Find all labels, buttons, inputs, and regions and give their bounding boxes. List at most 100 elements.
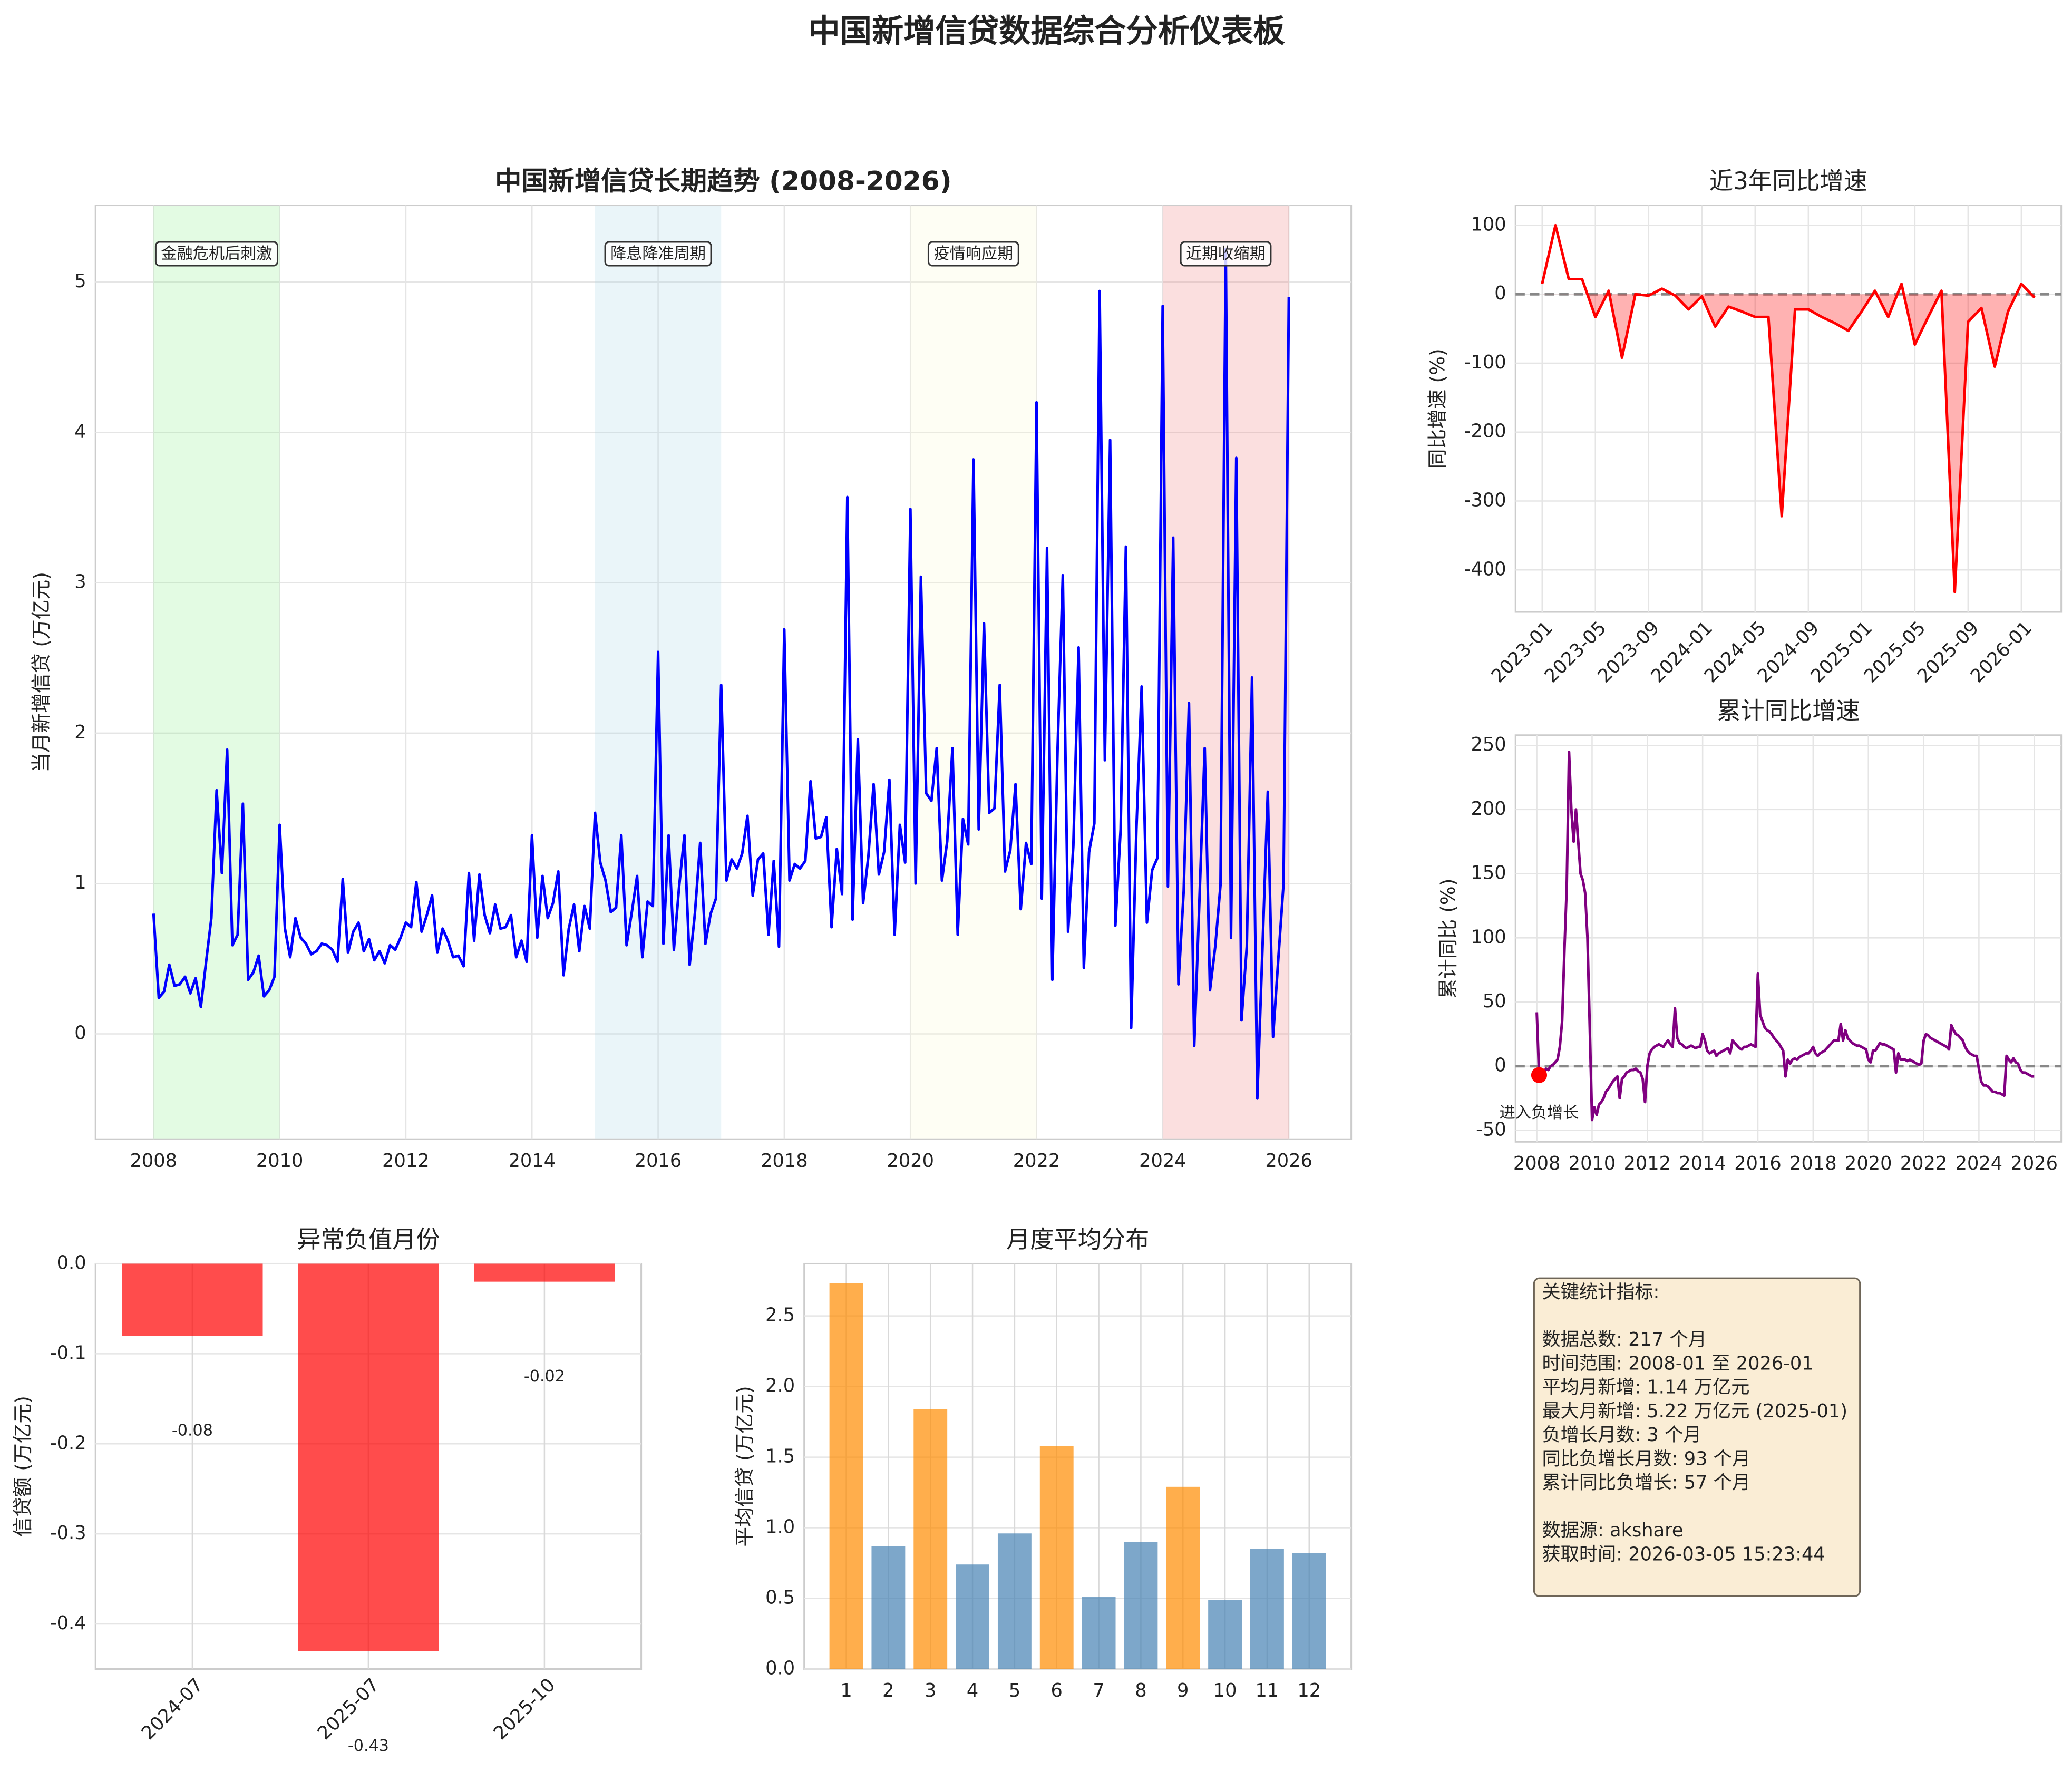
x-tick-label: 7 bbox=[1093, 1680, 1104, 1701]
bar bbox=[997, 1533, 1032, 1669]
y-tick-label: 3 bbox=[74, 571, 86, 593]
bar bbox=[1039, 1446, 1074, 1669]
chart-title: 月度平均分布 bbox=[1006, 1225, 1149, 1253]
x-tick-label: 3 bbox=[925, 1680, 936, 1701]
y-axis-label: 当月新增信贷 (万亿元) bbox=[30, 572, 53, 773]
line bbox=[152, 247, 1290, 1100]
chart-title: 异常负值月份 bbox=[297, 1225, 440, 1253]
x-tick-label: 10 bbox=[1213, 1680, 1237, 1701]
chart-title: 中国新增信贷长期趋势 (2008-2026) bbox=[495, 165, 952, 196]
region-label: 近期收缩期 bbox=[1180, 241, 1272, 267]
bar bbox=[1208, 1600, 1242, 1669]
y-tick-label: 50 bbox=[1483, 990, 1506, 1012]
stats-item: 累计同比负增长: 57 个月 bbox=[1542, 1472, 1751, 1494]
x-tick-label: 8 bbox=[1135, 1680, 1146, 1701]
y-tick-label: -50 bbox=[1476, 1118, 1506, 1140]
x-tick-label: 2018 bbox=[761, 1150, 808, 1172]
stats-source: 数据源: akshare bbox=[1542, 1520, 1684, 1541]
stats-heading: 关键统计指标: bbox=[1542, 1281, 1660, 1303]
y-tick-label: 2.5 bbox=[765, 1305, 795, 1326]
y-tick-label: 0.5 bbox=[765, 1587, 795, 1609]
y-tick-label: -0.1 bbox=[50, 1342, 86, 1364]
region-label-text: 金融危机后刺激 bbox=[161, 245, 272, 263]
y-tick-label: 200 bbox=[1471, 798, 1506, 820]
y-axis-label: 信贷额 (万亿元) bbox=[11, 1396, 34, 1537]
x-tick-label: 9 bbox=[1177, 1680, 1189, 1701]
y-tick-label: 1.5 bbox=[765, 1446, 795, 1467]
bar bbox=[298, 1263, 439, 1651]
y-axis-label: 平均信贷 (万亿元) bbox=[733, 1386, 756, 1546]
label-box bbox=[927, 241, 1019, 267]
x-tick-label: 2026 bbox=[1265, 1150, 1312, 1172]
plot-area bbox=[94, 205, 1353, 1140]
x-tick-label: 2014 bbox=[1679, 1153, 1726, 1174]
x-tick-label: 12 bbox=[1297, 1680, 1321, 1701]
region-label: 金融危机后刺激 bbox=[154, 241, 279, 267]
y-tick-label: 0 bbox=[74, 1023, 86, 1044]
x-tick-label: 2008 bbox=[130, 1150, 178, 1172]
shaded-region bbox=[910, 206, 1037, 1138]
label-box bbox=[1180, 241, 1272, 267]
bar bbox=[1166, 1486, 1200, 1669]
value-label: -0.02 bbox=[524, 1367, 565, 1386]
chart-title: 近3年同比增速 bbox=[1709, 167, 1867, 195]
x-tick-label: 6 bbox=[1051, 1680, 1063, 1701]
x-tick-label: 11 bbox=[1256, 1680, 1279, 1701]
x-tick-label: 4 bbox=[967, 1680, 978, 1701]
stats-item: 数据总数: 217 个月 bbox=[1542, 1329, 1707, 1350]
bar bbox=[829, 1283, 863, 1669]
y-tick-label: 1.0 bbox=[765, 1516, 795, 1538]
y-tick-label: -100 bbox=[1464, 352, 1506, 373]
stats-item: 平均月新增: 1.14 万亿元 bbox=[1542, 1377, 1750, 1398]
region-label: 疫情响应期 bbox=[927, 241, 1019, 267]
y-axis-label: 累计同比 (%) bbox=[1436, 879, 1460, 999]
dashboard-title: 中国新增信贷数据综合分析仪表板 bbox=[808, 13, 1285, 50]
annotation: 进入负增长 bbox=[1500, 1104, 1579, 1122]
x-tick-label: 2018 bbox=[1789, 1153, 1837, 1174]
bar bbox=[1082, 1597, 1116, 1669]
y-tick-label: 0 bbox=[1494, 1055, 1506, 1076]
bar bbox=[913, 1409, 948, 1669]
line bbox=[1535, 750, 2035, 1122]
region-label-text: 近期收缩期 bbox=[1186, 245, 1266, 263]
y-tick-label: 100 bbox=[1471, 926, 1506, 948]
x-tick-label: 2008 bbox=[1513, 1153, 1561, 1174]
x-tick-label: 2016 bbox=[1734, 1153, 1782, 1174]
x-tick-label: 5 bbox=[1009, 1680, 1020, 1701]
stats-item: 负增长月数: 3 个月 bbox=[1542, 1424, 1702, 1446]
marker-point bbox=[1531, 1067, 1548, 1083]
shaded-region bbox=[153, 206, 280, 1138]
x-tick-label: 2020 bbox=[1845, 1153, 1892, 1174]
x-tick-label: 2 bbox=[882, 1680, 894, 1701]
y-tick-label: -0.2 bbox=[50, 1432, 86, 1454]
x-tick-label: 2010 bbox=[1569, 1153, 1616, 1174]
y-tick-label: 5 bbox=[74, 270, 86, 292]
y-tick-label: 0 bbox=[1494, 283, 1506, 304]
y-tick-label: -200 bbox=[1464, 421, 1506, 442]
region-label: 降息降准周期 bbox=[604, 241, 712, 267]
bar bbox=[956, 1564, 990, 1669]
y-tick-label: 2 bbox=[74, 722, 86, 743]
x-tick-label: 2014 bbox=[508, 1150, 556, 1172]
value-label: -0.43 bbox=[348, 1737, 389, 1755]
region-label-text: 疫情响应期 bbox=[933, 245, 1013, 263]
bar bbox=[871, 1546, 906, 1669]
y-tick-label: 4 bbox=[74, 421, 86, 442]
stats-box bbox=[1533, 1277, 1861, 1597]
y-tick-label: 150 bbox=[1471, 862, 1506, 884]
bar bbox=[1292, 1553, 1326, 1669]
x-tick-label: 2020 bbox=[887, 1150, 934, 1172]
y-tick-label: -0.4 bbox=[50, 1612, 86, 1634]
bar bbox=[474, 1263, 615, 1282]
x-tick-label: 2010 bbox=[256, 1150, 304, 1172]
bar bbox=[1250, 1549, 1284, 1669]
y-axis-label: 同比增速 (%) bbox=[1426, 348, 1449, 469]
stats-item: 最大月新增: 5.22 万亿元 (2025-01) bbox=[1542, 1400, 1847, 1422]
x-tick-label: 2024 bbox=[1956, 1153, 2003, 1174]
stats-item: 时间范围: 2008-01 至 2026-01 bbox=[1542, 1352, 1814, 1374]
x-tick-label: 2024 bbox=[1139, 1150, 1186, 1172]
y-tick-label: -0.3 bbox=[50, 1522, 86, 1544]
stats-source: 获取时间: 2026-03-05 15:23:44 bbox=[1542, 1543, 1825, 1565]
y-tick-label: 250 bbox=[1471, 734, 1506, 755]
